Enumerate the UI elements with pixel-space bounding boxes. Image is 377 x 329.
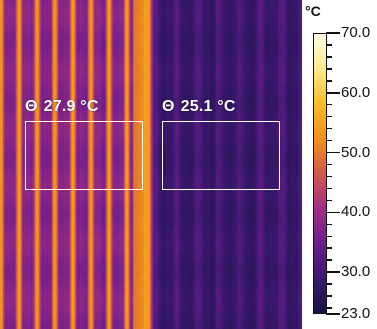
scale-tick-label: 50.0 [341, 143, 371, 161]
scale-tick-label: 40.0 [341, 203, 371, 221]
thermal-image [0, 0, 302, 329]
color-scale-bar [313, 33, 327, 314]
scale-tick-label: 23.0 [341, 305, 371, 322]
scale-minor-tick [326, 56, 332, 58]
scale-minor-tick [326, 187, 332, 190]
scale-major-tick [326, 92, 340, 94]
scale-minor-tick [326, 80, 332, 82]
scale-minor-tick [326, 115, 332, 118]
scale-major-tick [326, 211, 340, 214]
scale-major-tick [326, 32, 340, 34]
scale-tick-label: 70.0 [341, 24, 371, 41]
scale-minor-tick [326, 295, 332, 297]
measurement-icon: Θ [162, 98, 175, 115]
measurement-box-right [162, 121, 280, 190]
measurement-box-left [25, 121, 143, 190]
measurement-icon: Θ [25, 98, 38, 115]
scale-minor-tick [326, 175, 332, 178]
scale-minor-tick [326, 127, 332, 130]
scale-minor-tick [326, 139, 332, 142]
scale-minor-tick [326, 235, 332, 238]
measurement-label-left: Θ 27.9 °C [25, 98, 99, 116]
scale-tick-label: 60.0 [341, 83, 371, 101]
scale-minor-tick [326, 163, 332, 166]
scale-major-tick [326, 313, 340, 315]
measurement-label-right: Θ 25.1 °C [162, 98, 236, 116]
scale-minor-tick [326, 259, 332, 261]
scale-minor-tick [326, 44, 332, 46]
measurement-value: 27.9 °C [43, 98, 99, 115]
scale-unit-label: °C [305, 3, 321, 19]
scale-major-tick [326, 151, 340, 154]
scale-minor-tick [326, 283, 332, 285]
scale-minor-tick [326, 103, 332, 106]
scale-tick-label: 30.0 [341, 263, 371, 281]
scale-minor-tick [326, 307, 332, 309]
scale-minor-tick [326, 247, 332, 249]
scale-major-tick [326, 271, 340, 273]
scale-minor-tick [326, 223, 332, 226]
scale-minor-tick [326, 68, 332, 70]
measurement-value: 25.1 °C [180, 98, 236, 115]
scale-minor-tick [326, 199, 332, 202]
